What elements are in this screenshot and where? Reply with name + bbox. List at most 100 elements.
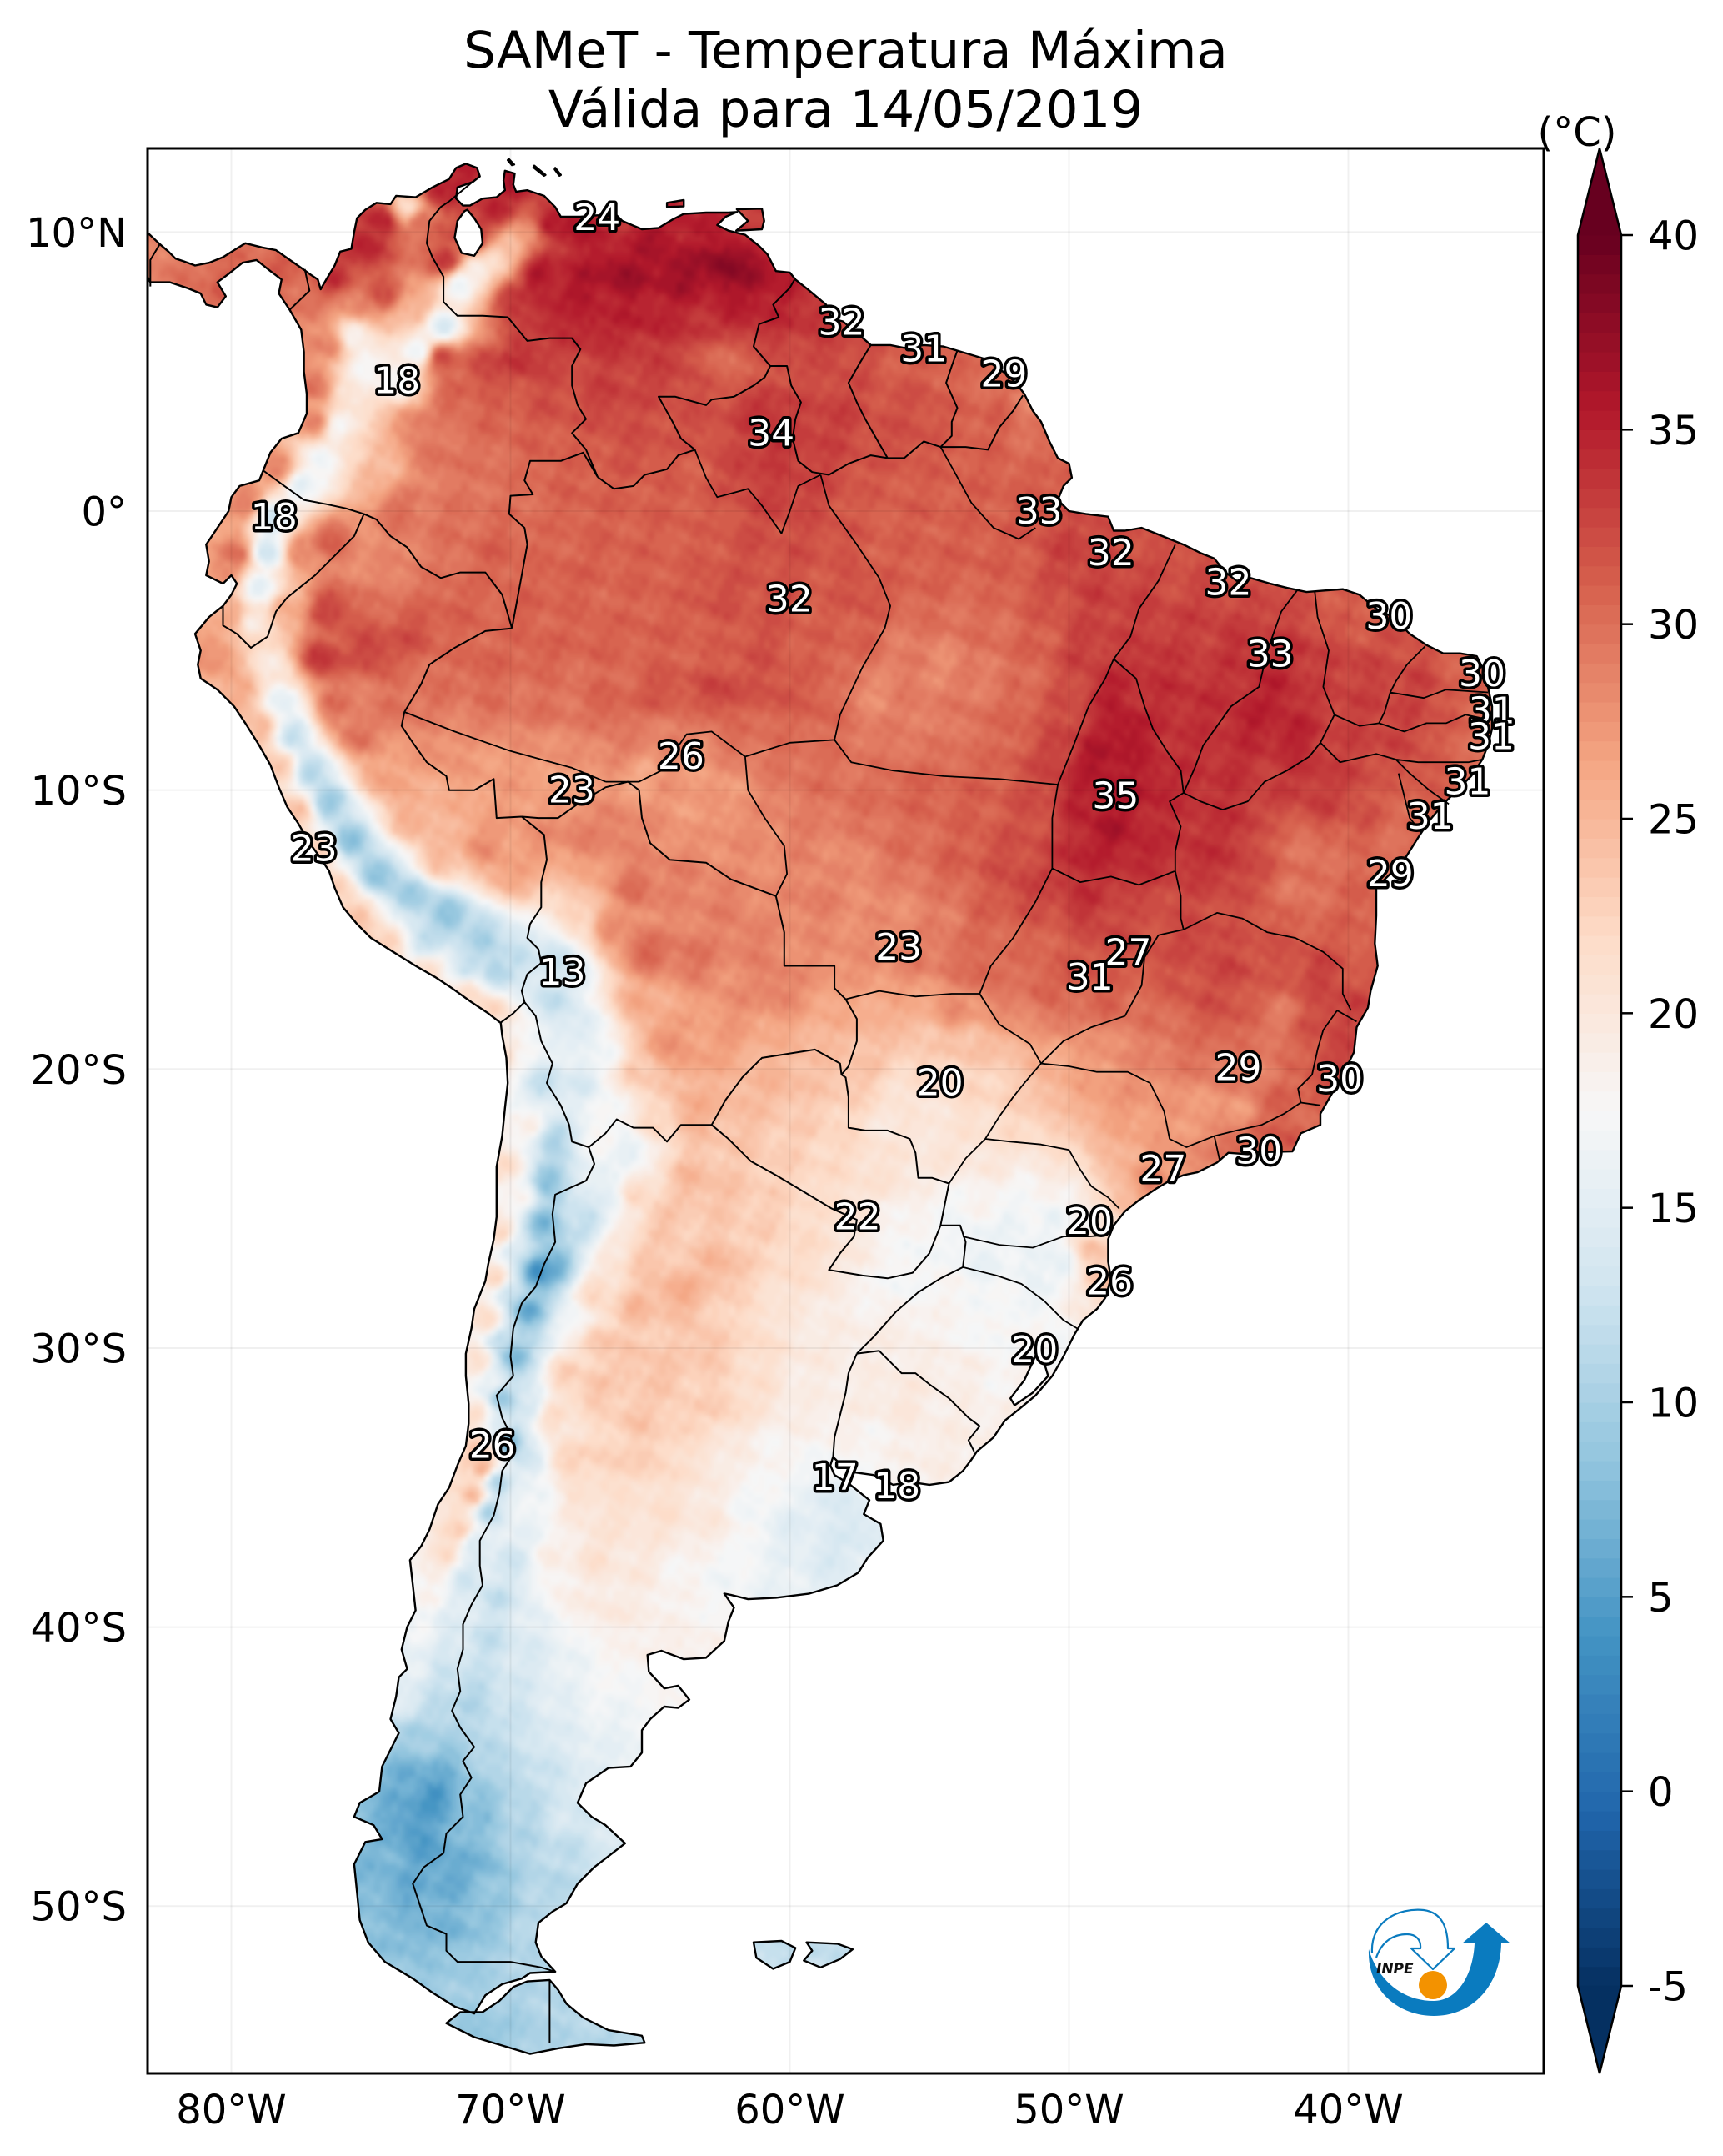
- colorbar-level: [1578, 1519, 1621, 1539]
- colorbar-level: [1578, 1616, 1621, 1637]
- colorbar-level: [1578, 449, 1621, 469]
- colorbar-level: [1578, 1266, 1621, 1286]
- city-temperature-label: 29: [1215, 1047, 1262, 1090]
- colorbar-level: [1578, 1169, 1621, 1189]
- colorbar-level: [1578, 313, 1621, 333]
- colorbar-tick-label: 30: [1648, 602, 1699, 649]
- city-temperature-label: 23: [875, 926, 922, 969]
- colorbar-level: [1578, 644, 1621, 664]
- colorbar-level: [1578, 1499, 1621, 1520]
- city-temperature-label: 23: [548, 770, 595, 812]
- colorbar-tick-label: 35: [1648, 408, 1699, 454]
- lake-outlines: [453, 208, 1049, 1406]
- colorbar-level: [1578, 1421, 1621, 1442]
- colorbar-tick-label: 0: [1648, 1769, 1674, 1816]
- colorbar-level: [1578, 1597, 1621, 1617]
- colorbar-level: [1578, 857, 1621, 878]
- colorbar-level: [1578, 1130, 1621, 1151]
- colorbar-level: [1578, 410, 1621, 430]
- city-temperature-label: 23: [291, 827, 338, 870]
- colorbar-tick-label: -5: [1648, 1964, 1688, 2011]
- colorbar-level: [1578, 1849, 1621, 1870]
- city-temperature-label: 30: [1235, 1130, 1282, 1172]
- city-temperature-label: 24: [573, 197, 620, 239]
- y-tick-label: 0°: [81, 489, 127, 536]
- colorbar-level: [1578, 760, 1621, 780]
- y-tick-label: 50°S: [30, 1884, 127, 1931]
- colorbar-level: [1578, 838, 1621, 859]
- colorbar-level: [1578, 1636, 1621, 1656]
- colorbar-level: [1578, 935, 1621, 955]
- colorbar-tick-label: 25: [1648, 797, 1699, 844]
- colorbar-level: [1578, 1869, 1621, 1889]
- colorbar-level: [1578, 1811, 1621, 1831]
- colorbar-level: [1578, 780, 1621, 800]
- colorbar-tick-label: 15: [1648, 1186, 1699, 1232]
- colorbar-level: [1578, 1713, 1621, 1734]
- colorbar-level: [1578, 1402, 1621, 1422]
- colorbar-level: [1578, 1655, 1621, 1676]
- colorbar-level: [1578, 1441, 1621, 1462]
- colorbar-level: [1578, 1461, 1621, 1481]
- colorbar-level: [1578, 1188, 1621, 1209]
- x-axis-ticks: 80°W 70°W 60°W 50°W 40°W: [176, 2087, 1404, 2133]
- colorbar-level: [1578, 1382, 1621, 1403]
- colorbar-level: [1578, 565, 1621, 586]
- city-temperature-label: 20: [917, 1061, 964, 1104]
- colorbar-level: [1578, 273, 1621, 294]
- colorbar-tick-label: 40: [1648, 213, 1699, 260]
- colorbar-level: [1578, 740, 1621, 761]
- colorbar-extend-max: [1578, 148, 1621, 236]
- colorbar-level: [1578, 1752, 1621, 1772]
- colorbar-level: [1578, 915, 1621, 936]
- colorbar-level: [1578, 1052, 1621, 1072]
- colorbar-level: [1578, 955, 1621, 975]
- colorbar-level: [1578, 352, 1621, 372]
- colorbar-level: [1578, 1772, 1621, 1792]
- city-temperature-label: 32: [766, 578, 813, 620]
- city-temperature-label: 20: [1011, 1329, 1058, 1371]
- city-temperature-label: 29: [980, 353, 1027, 396]
- colorbar-level: [1578, 624, 1621, 644]
- colorbar-level: [1578, 877, 1621, 897]
- colorbar-level: [1578, 469, 1621, 489]
- colorbar-level: [1578, 1732, 1621, 1753]
- city-temperature-label: 31: [1468, 715, 1515, 758]
- colorbar-level: [1578, 1305, 1621, 1326]
- x-tick-label: 50°W: [1014, 2087, 1124, 2133]
- colorbar-level: [1578, 1032, 1621, 1053]
- city-temperature-label: 22: [834, 1196, 881, 1238]
- colorbar-level: [1578, 1947, 1621, 1968]
- colorbar-level: [1578, 332, 1621, 353]
- colorbar-level: [1578, 682, 1621, 703]
- colorbar-unit-label: (°C): [1538, 109, 1617, 156]
- colorbar-level: [1578, 1013, 1621, 1034]
- colorbar-level: [1578, 1538, 1621, 1559]
- y-tick-label: 10°S: [30, 768, 127, 815]
- colorbar-ticks: 40 35 30 25 20 15 10 5 0 -5: [1621, 213, 1699, 2011]
- x-tick-label: 70°W: [455, 2087, 566, 2133]
- colorbar-level: [1578, 1227, 1621, 1247]
- colorbar-level: [1578, 1324, 1621, 1345]
- city-temperature-label: 30: [1365, 595, 1412, 638]
- coastline: [148, 158, 1494, 2055]
- colorbar-level: [1578, 429, 1621, 450]
- city-temperature-label: 18: [373, 359, 420, 402]
- city-temperature-label: 13: [539, 951, 586, 994]
- colorbar-level: [1578, 663, 1621, 684]
- city-temperature-label: 31: [1407, 795, 1454, 838]
- colorbar-level: [1578, 1111, 1621, 1131]
- inpe-logo: INPE: [1368, 1908, 1510, 2016]
- city-temperature-label: 30: [1459, 653, 1505, 695]
- colorbar-level: [1578, 1286, 1621, 1306]
- colorbar-level: [1578, 1091, 1621, 1111]
- city-temperature-label: 32: [1205, 562, 1252, 604]
- colorbar-level: [1578, 896, 1621, 917]
- state-borders: [403, 446, 1493, 1330]
- colorbar-level: [1578, 235, 1621, 255]
- city-temperature-label: 20: [1066, 1201, 1113, 1243]
- colorbar-level: [1578, 1908, 1621, 1928]
- city-temperature-label: 26: [1086, 1261, 1133, 1304]
